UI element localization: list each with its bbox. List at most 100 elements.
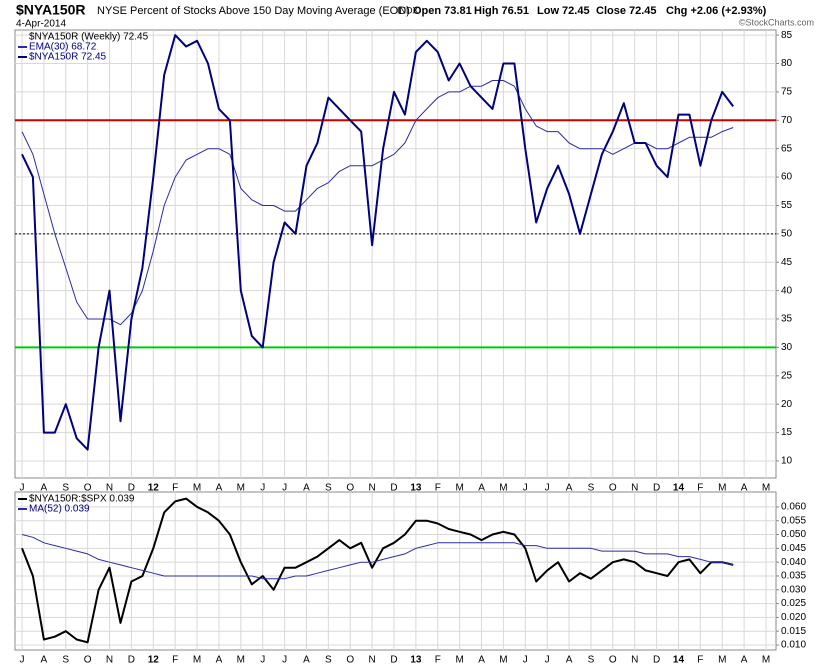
x-tick-label: A: [478, 483, 485, 494]
x-tick-label: M: [455, 655, 463, 666]
y-tick-label: 0.030: [781, 584, 806, 595]
y-tick-label: 50: [781, 228, 793, 239]
symbol: $NYA150R: [16, 2, 86, 18]
exchange: INDX: [397, 5, 419, 15]
x-tick-label: M: [762, 483, 770, 494]
x-tick-label: 12: [148, 655, 160, 666]
x-tick-label: M: [499, 655, 507, 666]
x-tick-label: M: [718, 483, 726, 494]
x-tick-label: J: [523, 483, 528, 494]
x-tick-label: N: [106, 483, 113, 494]
x-tick-label: 14: [673, 483, 685, 494]
y-tick-label: 30: [781, 342, 793, 353]
x-tick-label: N: [106, 655, 113, 666]
series-line: [21, 80, 734, 326]
x-tick-label: S: [588, 483, 595, 494]
y-tick-label: 65: [781, 143, 793, 154]
series-line: [21, 534, 734, 580]
y-tick-label: 0.035: [781, 571, 806, 582]
x-tick-label: S: [325, 483, 332, 494]
y-tick-label: 60: [781, 172, 793, 183]
x-tick-label: J: [545, 655, 550, 666]
y-tick-label: 0.020: [781, 612, 806, 623]
x-tick-label: M: [193, 655, 201, 666]
y-tick-label: 0.050: [781, 529, 806, 540]
x-tick-label: A: [303, 483, 310, 494]
y-tick-label: 20: [781, 399, 793, 410]
x-tick-label: J: [20, 483, 25, 494]
y-tick-label: 25: [781, 370, 793, 381]
x-tick-label: J: [260, 655, 265, 666]
x-tick-label: A: [303, 655, 310, 666]
legend-label: MA(52) 0.039: [29, 504, 90, 515]
x-tick-label: D: [653, 655, 660, 666]
x-tick-label: S: [588, 655, 595, 666]
y-tick-label: 45: [781, 257, 793, 268]
subtitle: NYSE Percent of Stocks Above 150 Day Mov…: [97, 5, 410, 17]
legend-label: $NYA150R:$SPX 0.039: [29, 494, 135, 505]
x-tick-label: N: [631, 483, 638, 494]
x-tick-label: S: [325, 655, 332, 666]
x-tick-label: M: [718, 655, 726, 666]
y-tick-label: 10: [781, 456, 793, 467]
x-tick-label: M: [762, 655, 770, 666]
plot-area: [14, 491, 777, 651]
x-tick-label: J: [20, 655, 25, 666]
x-tick-label: A: [566, 483, 573, 494]
y-tick-label: 55: [781, 200, 793, 211]
x-tick-label: N: [369, 483, 376, 494]
x-tick-label: F: [697, 483, 703, 494]
x-tick-label: D: [128, 655, 135, 666]
y-tick-label: 70: [781, 115, 793, 126]
x-tick-label: M: [455, 483, 463, 494]
quote-item: Close 72.45: [596, 5, 657, 17]
x-tick-label: M: [237, 655, 245, 666]
x-tick-label: F: [435, 483, 441, 494]
y-tick-label: 75: [781, 87, 793, 98]
plot-area: [14, 29, 777, 479]
x-tick-label: J: [523, 655, 528, 666]
quote: Open 73.81 High 76.51 Low 72.45 Close 72.45…: [413, 5, 767, 17]
x-tick-label: F: [697, 655, 703, 666]
x-tick-label: A: [566, 655, 573, 666]
x-tick-label: 13: [410, 483, 422, 494]
x-tick-label: A: [216, 483, 223, 494]
quote-item: High 76.51: [474, 5, 529, 17]
x-tick-label: A: [41, 655, 48, 666]
x-tick-label: O: [346, 483, 354, 494]
x-tick-label: A: [741, 483, 748, 494]
quote-item: Chg +2.06 (+2.93%): [666, 5, 767, 17]
x-tick-label: D: [390, 483, 397, 494]
y-tick-label: 15: [781, 427, 793, 438]
legend-label: $NYA150R 72.45: [29, 52, 107, 63]
x-tick-label: O: [84, 483, 92, 494]
x-tick-label: F: [172, 483, 178, 494]
x-tick-label: 12: [148, 483, 160, 494]
x-tick-label: O: [84, 655, 92, 666]
x-tick-label: J: [260, 483, 265, 494]
x-tick-label: M: [193, 483, 201, 494]
legend-title: $NYA150R (Weekly) 72.45: [29, 32, 149, 43]
quote-item: Low 72.45: [537, 5, 590, 17]
y-tick-label: 85: [781, 30, 793, 41]
x-tick-label: A: [741, 655, 748, 666]
x-tick-label: A: [41, 483, 48, 494]
x-tick-label: S: [62, 483, 69, 494]
x-tick-label: M: [499, 483, 507, 494]
x-tick-label: J: [545, 483, 550, 494]
series-line: [21, 497, 734, 644]
x-tick-label: J: [282, 483, 287, 494]
date: 4-Apr-2014: [16, 19, 66, 30]
x-tick-label: S: [62, 655, 69, 666]
y-tick-label: 0.055: [781, 515, 806, 526]
x-tick-label: D: [653, 483, 660, 494]
x-tick-label: O: [609, 483, 617, 494]
x-tick-label: A: [216, 655, 223, 666]
quote-item: Open 73.81: [413, 5, 472, 17]
y-tick-label: 0.015: [781, 626, 806, 637]
x-tick-label: M: [237, 483, 245, 494]
x-tick-label: O: [609, 655, 617, 666]
x-tick-label: D: [128, 483, 135, 494]
y-tick-label: 0.040: [781, 557, 806, 568]
